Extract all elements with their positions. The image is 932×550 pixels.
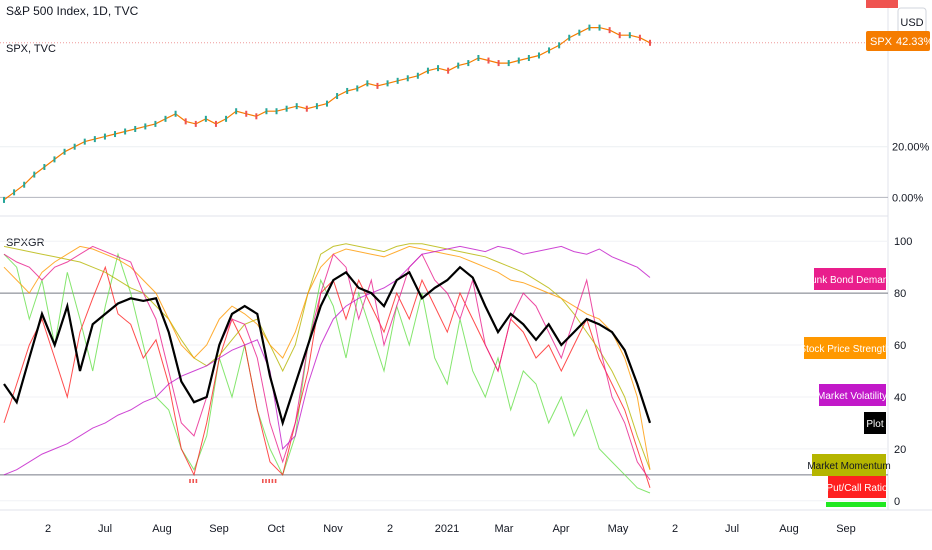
x-tick-label: 2021 bbox=[435, 523, 459, 535]
signal-marker bbox=[274, 479, 277, 483]
x-tick-label: Aug bbox=[152, 523, 172, 535]
series-put-call-ratio bbox=[3, 265, 651, 488]
price-tag-symbol: SPX bbox=[870, 36, 893, 48]
legend-plot-label: Plot bbox=[866, 419, 883, 430]
top-pane-grid bbox=[0, 42, 888, 198]
indicator-y-tick-label: 60 bbox=[894, 340, 906, 352]
price-flag bbox=[866, 0, 898, 8]
legend-put-call-label: Put/Call Ratio bbox=[826, 483, 888, 494]
x-tick-label: Sep bbox=[836, 523, 856, 535]
indicator-name: SPXGR bbox=[6, 237, 45, 249]
indicator-y-axis: 0 20 40 60 80 100 bbox=[894, 236, 912, 508]
x-tick-label: Oct bbox=[267, 523, 284, 535]
signal-marker bbox=[189, 479, 191, 483]
indicator-y-tick-label: 20 bbox=[894, 444, 906, 456]
indicator-y-tick-label: 0 bbox=[894, 496, 900, 508]
symbol-line: SPX, TVC bbox=[6, 43, 56, 55]
x-tick-label: Sep bbox=[209, 523, 229, 535]
time-axis: 2 Jul Aug Sep Oct Nov 2 2021 Mar Apr May 2 Jul Aug Sep bbox=[45, 523, 856, 535]
price-tag-value: 42.33% bbox=[896, 36, 932, 48]
series-stock-price-strength bbox=[3, 245, 651, 470]
legend-momentum-label: Market Momentum bbox=[807, 461, 890, 472]
legend-momentum: Market Momentum bbox=[807, 454, 891, 476]
series-junk-bond-demand bbox=[3, 245, 651, 481]
top-y-tick-label: 0.00% bbox=[892, 192, 923, 204]
chart-title: S&P 500 Index, 1D, TVC bbox=[6, 4, 139, 18]
price-tag bbox=[866, 31, 930, 51]
signal-marker bbox=[195, 479, 198, 483]
series-market-volatility bbox=[3, 245, 651, 476]
x-tick-label: Nov bbox=[323, 523, 343, 535]
signal-marker bbox=[192, 479, 194, 483]
x-tick-label: Jul bbox=[725, 523, 739, 535]
x-tick-label: 2 bbox=[45, 523, 51, 535]
legend-junk-bond: Junk Bond Demand bbox=[806, 268, 894, 290]
x-tick-label: Jul bbox=[98, 523, 112, 535]
x-tick-label: 2 bbox=[672, 523, 678, 535]
legend-green-bar bbox=[826, 502, 886, 507]
x-tick-label: Apr bbox=[552, 523, 569, 535]
legend-put-call: Put/Call Ratio bbox=[826, 476, 888, 498]
signal-marker bbox=[265, 479, 267, 483]
legend-plot: Plot bbox=[864, 412, 886, 434]
series-market-momentum bbox=[3, 243, 651, 470]
series-plot bbox=[3, 265, 652, 427]
signal-marker bbox=[262, 479, 264, 483]
indicator-y-tick-label: 40 bbox=[894, 392, 906, 404]
legend-stock-strength: Stock Price Strength bbox=[799, 337, 891, 359]
signal-marker bbox=[271, 479, 274, 483]
x-tick-label: May bbox=[608, 523, 629, 535]
indicator-grid bbox=[0, 240, 888, 502]
legend-junk-bond-label: Junk Bond Demand bbox=[806, 275, 894, 286]
x-tick-label: Aug bbox=[779, 523, 799, 535]
currency-label: USD bbox=[900, 17, 923, 29]
x-tick-label: 2 bbox=[387, 523, 393, 535]
indicator-series bbox=[3, 243, 652, 494]
legend-volatility-label: Market Volatility bbox=[817, 391, 887, 402]
legend-stock-strength-label: Stock Price Strength bbox=[799, 344, 890, 355]
legend-volatility: Market Volatility bbox=[817, 384, 887, 406]
indicator-y-tick-label: 80 bbox=[894, 288, 906, 300]
top-pane-y-axis: 0.00% 20.00% bbox=[892, 142, 930, 205]
signal-marker bbox=[268, 479, 270, 483]
x-tick-label: Mar bbox=[495, 523, 514, 535]
indicator-y-tick-label: 100 bbox=[894, 236, 912, 248]
signal-markers bbox=[189, 479, 277, 483]
top-y-tick-label: 20.00% bbox=[892, 142, 930, 154]
price-series bbox=[3, 24, 651, 203]
